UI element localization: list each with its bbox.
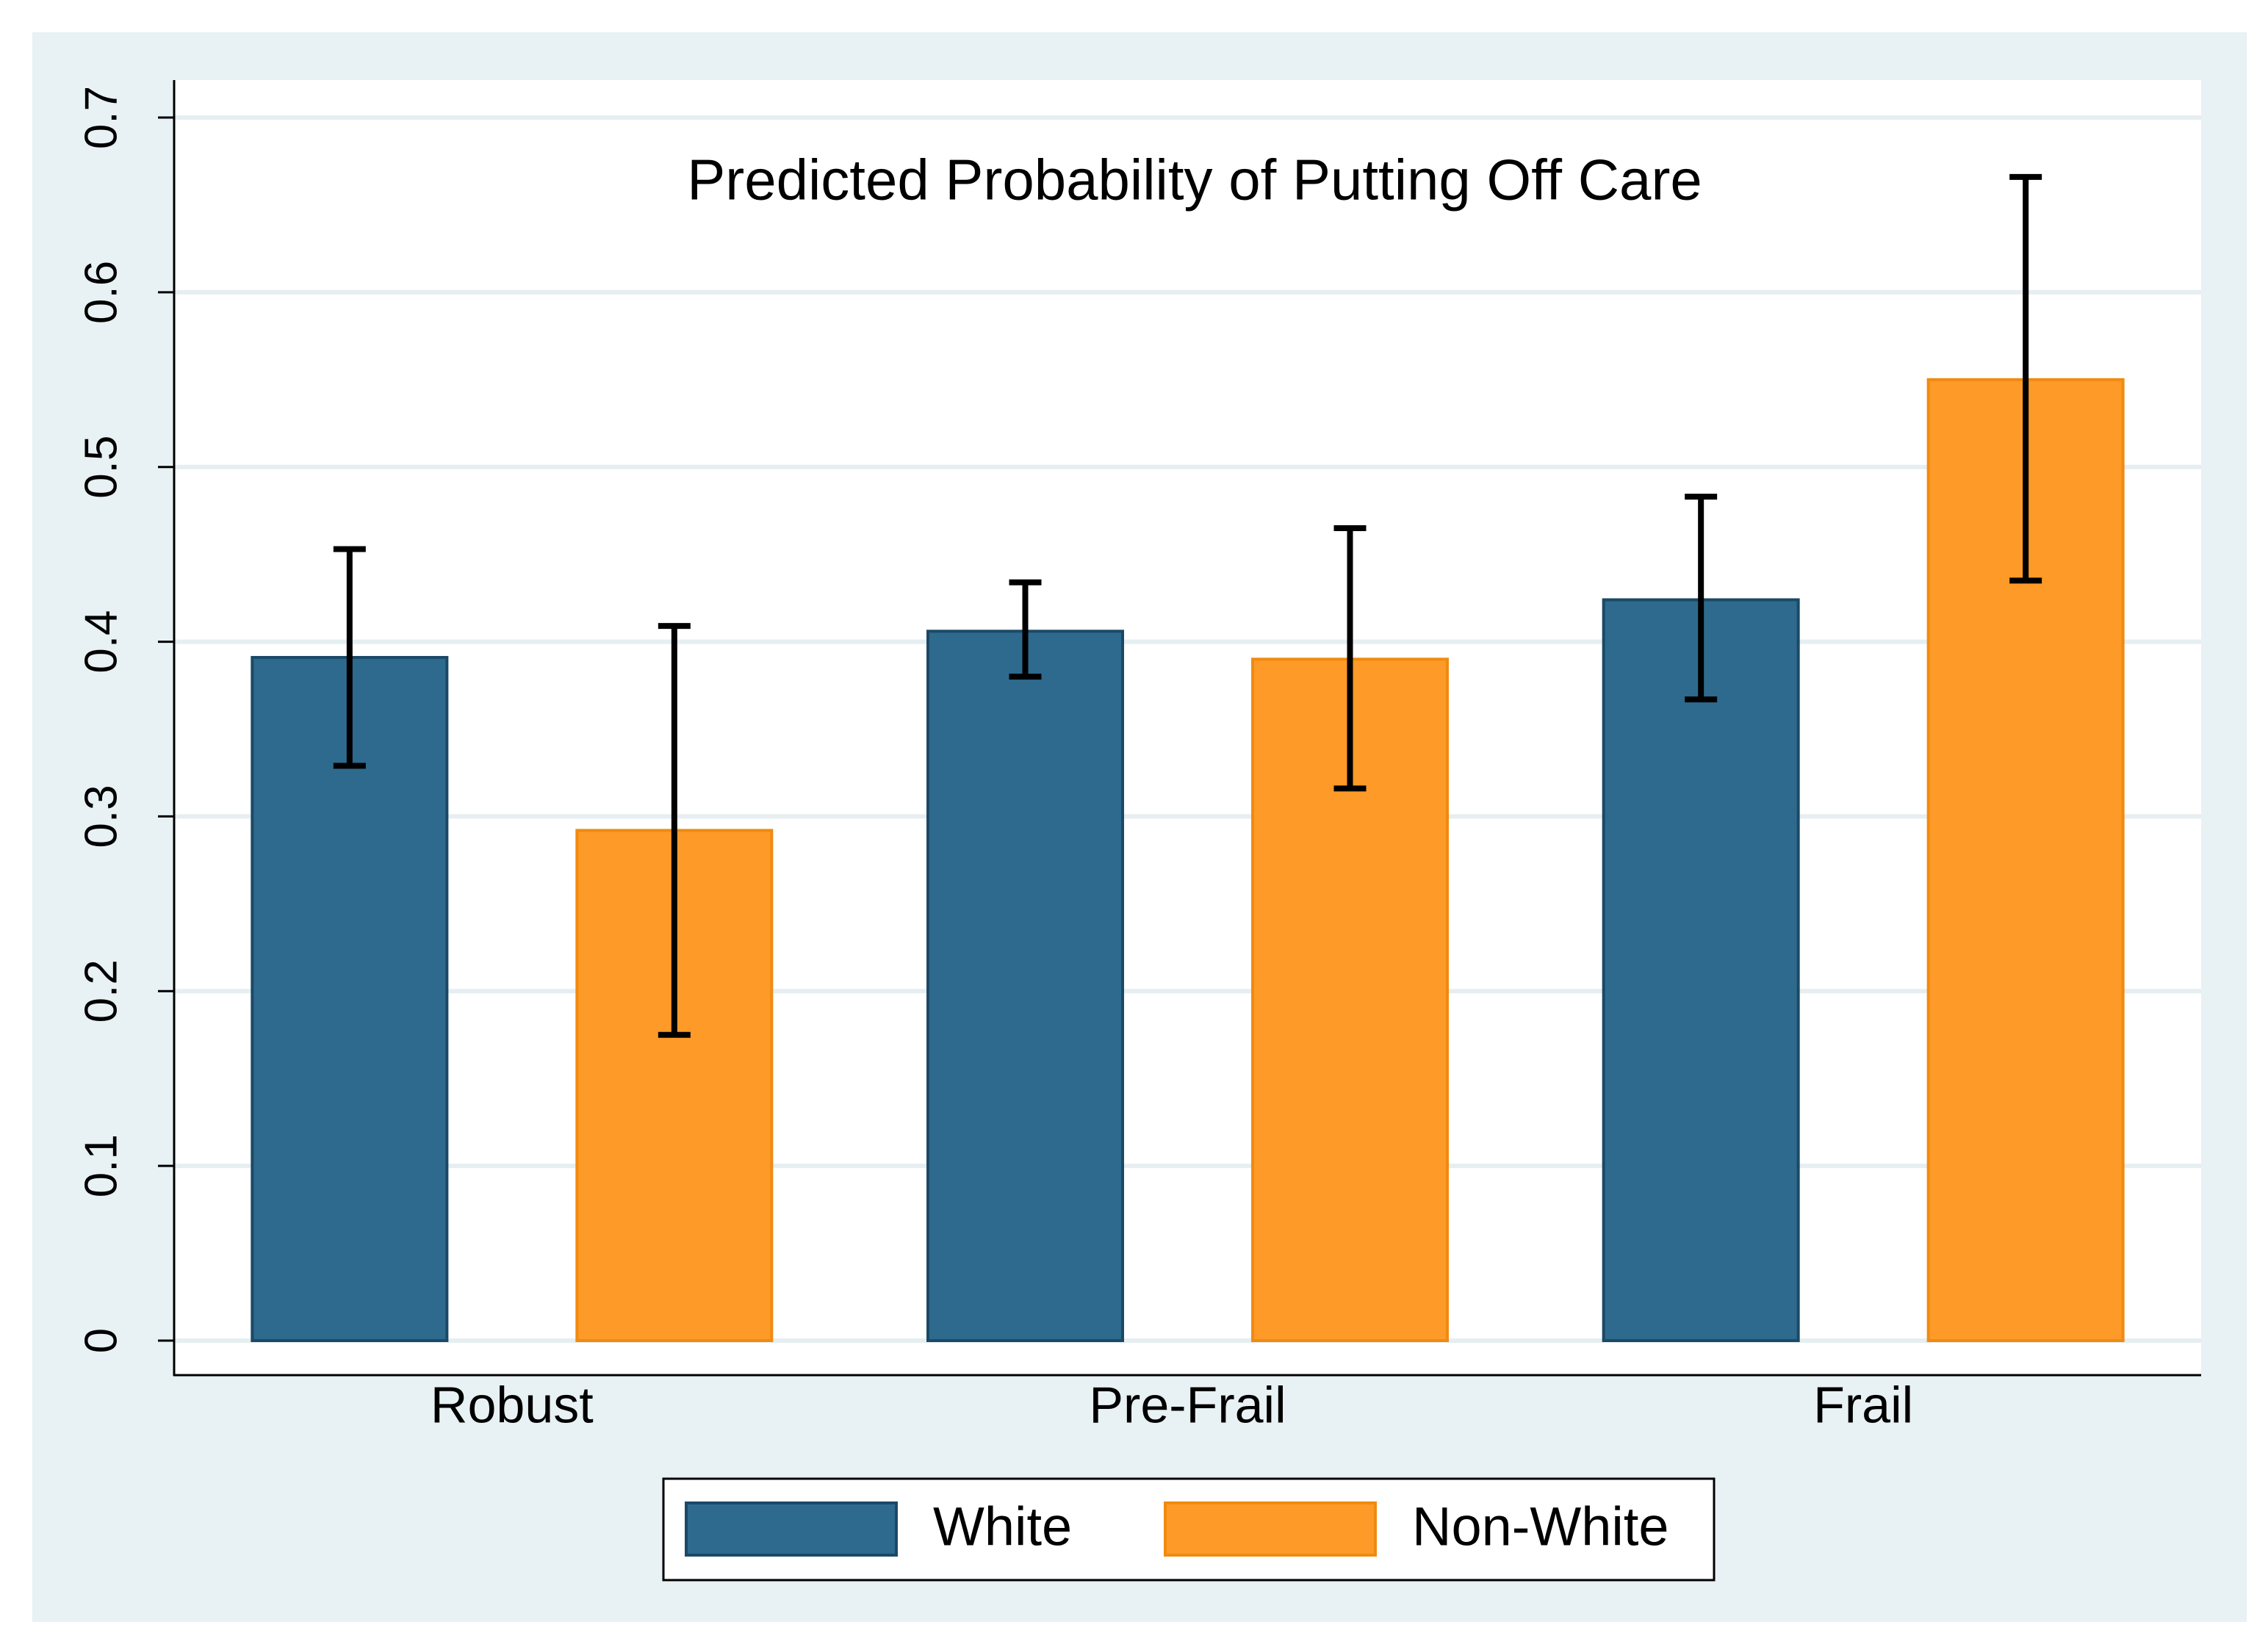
legend-swatch	[685, 1501, 898, 1557]
error-bar	[658, 623, 691, 1038]
y-tick-label: 0.4	[76, 610, 126, 673]
error-bar	[1333, 524, 1367, 792]
y-tick-label: 0.5	[76, 436, 126, 499]
y-tick-label: 0.7	[76, 86, 126, 149]
error-bar	[333, 546, 366, 769]
y-tick-label: 0.1	[76, 1134, 126, 1197]
y-tick-label: 0	[76, 1328, 126, 1353]
bar	[251, 655, 449, 1342]
legend-label: White	[933, 1496, 1072, 1557]
legend-items: White Non-White	[685, 1496, 1669, 1557]
plot-area	[174, 80, 2201, 1375]
error-bar	[1009, 579, 1042, 680]
marks	[251, 173, 2125, 1342]
bar	[1251, 657, 1449, 1342]
bar	[1602, 598, 1800, 1342]
error-bar	[1685, 494, 1718, 703]
y-tick-label: 0.2	[76, 959, 126, 1023]
error-bar	[2009, 173, 2042, 584]
bar	[926, 630, 1124, 1342]
y-tick-label: 0.6	[76, 261, 126, 324]
x-tick-label: Frail	[1813, 1376, 1913, 1433]
x-tick-label: Pre-Frail	[1089, 1376, 1286, 1433]
x-tick-label: Robust	[431, 1376, 594, 1433]
chart-title: Predicted Probability of Putting Off Car…	[687, 148, 1702, 212]
grid	[174, 115, 2201, 1343]
legend-swatch	[1164, 1501, 1377, 1557]
y-tick-label: 0.3	[76, 785, 126, 848]
legend-label: Non-White	[1412, 1496, 1669, 1557]
